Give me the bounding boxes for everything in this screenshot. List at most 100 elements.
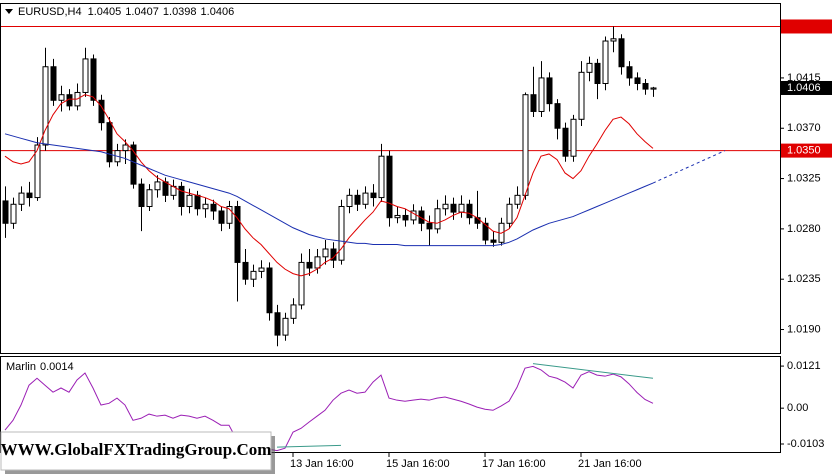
candle-body: [298, 261, 305, 306]
y-tick-label: 1.0235: [787, 273, 821, 285]
candle-body: [34, 144, 41, 199]
candle-body: [90, 58, 97, 101]
candle-body: [322, 248, 329, 258]
candle-body: [530, 94, 537, 112]
candle-body: [162, 181, 169, 196]
candle-body: [402, 214, 409, 221]
candle-body: [122, 144, 129, 152]
indicator-header: Marlin 0.0014: [6, 361, 74, 373]
candle-body: [226, 206, 233, 224]
candle-body: [202, 203, 209, 210]
candle-body: [154, 181, 161, 191]
candle-body: [610, 38, 617, 42]
candle-body: [314, 256, 321, 269]
plot-area: 1.0415 1.0370 1.0325 1.0280 1.0235 1.0190 13 J…: [1, 19, 832, 470]
candle-body: [2, 200, 9, 224]
candle-body: [362, 192, 369, 205]
candle-body: [554, 103, 561, 129]
price-label-box: [781, 80, 832, 95]
level-label-box: [781, 143, 832, 158]
divergence-line: [532, 363, 654, 379]
candle-body: [562, 127, 569, 157]
indicator-name: Marlin: [6, 361, 36, 373]
candle-body: [426, 222, 433, 230]
ma-projection: [652, 150, 726, 184]
watermark: WWW.GlobalFXTradingGroup.Com: [1, 440, 272, 459]
candle-body: [482, 222, 489, 241]
candle-body: [394, 214, 401, 219]
low-value: 1.0398: [163, 6, 197, 18]
y-tick-label: 1.0325: [787, 172, 821, 184]
candle-body: [42, 66, 49, 146]
candle-body: [602, 40, 609, 85]
candle-body: [194, 194, 201, 210]
candle-body: [98, 99, 105, 124]
close-value: 1.0406: [201, 6, 235, 18]
candle-body: [522, 94, 529, 196]
candle-body: [282, 317, 289, 336]
candle-body: [306, 261, 313, 269]
candle-body: [82, 58, 89, 93]
candle-body: [186, 194, 193, 208]
candle-body: [506, 203, 513, 224]
candle-body: [106, 122, 113, 163]
level-label-box: [781, 19, 832, 34]
candle-body: [50, 66, 57, 101]
candle-body: [242, 261, 249, 280]
x-tick-label: 15 Jan 16:00: [386, 458, 450, 470]
candle-body: [354, 194, 361, 205]
ma-slow: [4, 133, 654, 247]
candle-body: [146, 189, 153, 208]
y-tick-label: 0.00: [787, 402, 808, 414]
y-tick-label: -0.0103: [787, 438, 824, 450]
candle-body: [594, 62, 601, 85]
candle-body: [346, 194, 353, 208]
indicator-value: 0.0014: [40, 361, 74, 373]
candle-body: [618, 38, 625, 68]
candle-body: [10, 203, 17, 224]
candle-body: [18, 192, 25, 205]
candle-body: [570, 118, 577, 157]
candle-body: [546, 77, 553, 105]
level-label: 1.0350: [787, 145, 821, 157]
candle-body: [386, 155, 393, 219]
candle-body: [130, 144, 137, 185]
candle-body: [578, 71, 585, 120]
candle-body: [586, 62, 593, 73]
candle-body: [58, 94, 65, 101]
candle-body: [434, 208, 441, 230]
y-tick-label: 1.0190: [787, 323, 821, 335]
price-label: 1.0406: [787, 82, 821, 94]
candle-body: [290, 304, 297, 319]
y-tick-label: 1.0280: [787, 223, 821, 235]
candle-body: [370, 192, 377, 199]
candle-body: [458, 203, 465, 213]
y-tick-label: 1.0370: [787, 122, 821, 134]
candle-body: [218, 210, 225, 224]
candle-body: [450, 203, 457, 213]
candle-body: [642, 83, 649, 90]
candle-body: [266, 267, 273, 314]
candle-body: [258, 267, 265, 272]
candle-body: [210, 203, 217, 212]
candle-body: [490, 239, 497, 243]
candle-body: [338, 206, 345, 261]
indicator-line: [4, 365, 654, 452]
candle-body: [466, 203, 473, 219]
candle-body: [378, 155, 385, 199]
y-tick-label: 0.0121: [787, 360, 821, 372]
candle-body: [650, 87, 657, 90]
watermark-box: [0, 431, 272, 471]
candle-body: [442, 203, 449, 210]
header: EURUSD,H4 1.0405 1.0407 1.0398 1.0406: [18, 6, 234, 18]
candle-body: [634, 77, 641, 85]
high-value: 1.0407: [125, 6, 159, 18]
candle-body: [626, 66, 633, 79]
x-tick-label: 17 Jan 16:00: [482, 458, 546, 470]
candle-body: [234, 206, 241, 263]
x-tick-label: 21 Jan 16:00: [578, 458, 642, 470]
candle-body: [538, 77, 545, 112]
x-tick-label: 13 Jan 16:00: [290, 458, 354, 470]
candle-body: [250, 270, 257, 280]
